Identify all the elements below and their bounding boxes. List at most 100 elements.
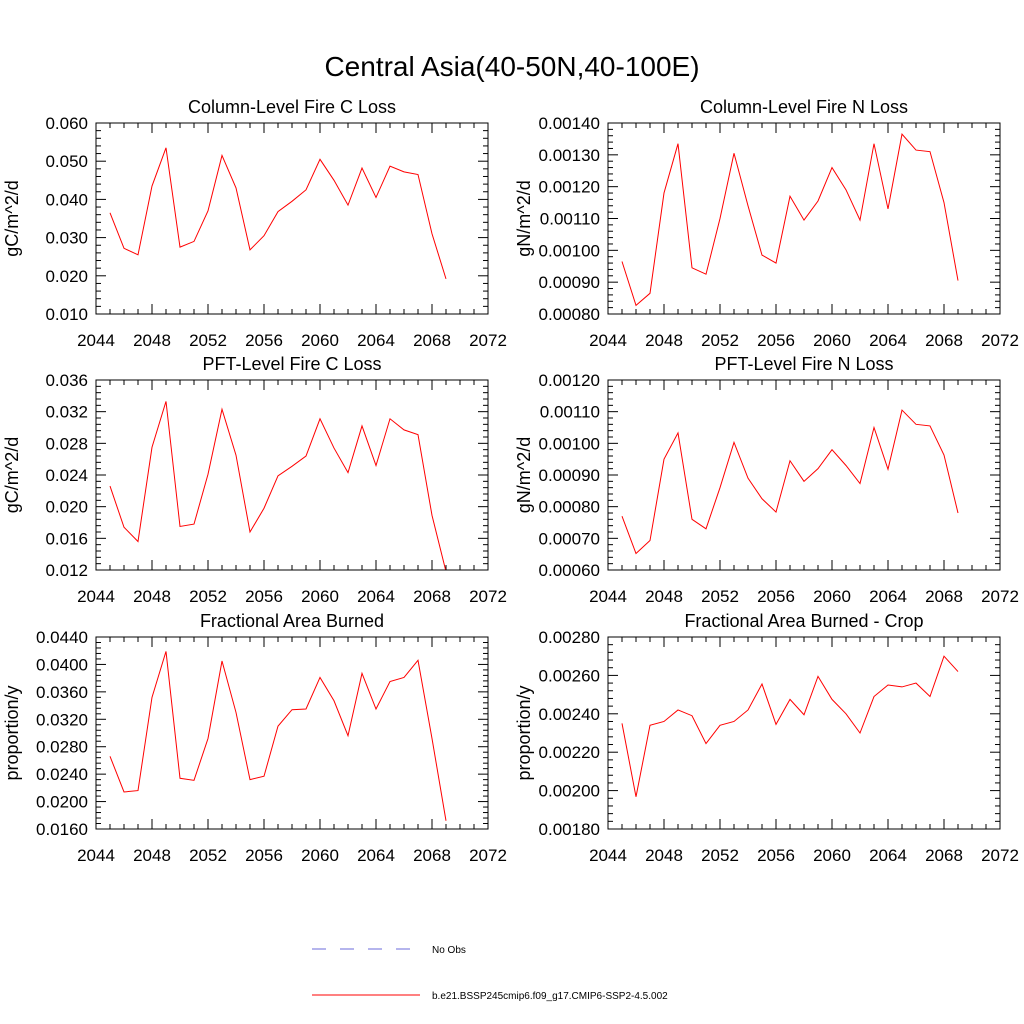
x-tick-label: 2052	[189, 587, 227, 606]
y-tick-label: 0.0400	[36, 655, 88, 674]
y-tick-label: 0.00260	[539, 666, 600, 685]
x-tick-label: 2072	[469, 587, 507, 606]
series-line	[109, 401, 447, 570]
y-axis-label: gN/m^2/d	[514, 180, 534, 256]
y-tick-label: 0.050	[45, 152, 88, 171]
panel-5: Fractional Area Burned proportion/y 2044 20…	[2, 611, 507, 865]
plot-frame	[607, 379, 1001, 571]
legend: No Obs b.e21.BSSP245cmip6.f09_g17.CMIP6-…	[312, 945, 668, 1002]
figure-title: Central Asia(40-50N,40-100E)	[324, 51, 699, 82]
y-tick-label: 0.060	[45, 114, 88, 133]
y-tick-label: 0.00280	[539, 628, 600, 647]
x-tick-label: 2052	[701, 846, 739, 865]
y-tick-label: 0.00090	[539, 273, 600, 292]
y-tick-label: 0.028	[45, 434, 88, 453]
panels: Column-Level Fire C Loss gC/m^2/d 2044 2048…	[2, 97, 1019, 865]
y-tick-label: 0.00220	[539, 743, 600, 762]
y-tick-label: 0.00100	[539, 241, 600, 260]
y-tick-label: 0.010	[45, 305, 88, 324]
panel-3: PFT-Level Fire C Loss gC/m^2/d 2044 2048 205…	[2, 354, 507, 606]
y-tick-label: 0.0320	[36, 710, 88, 729]
x-tick-label: 2072	[981, 587, 1019, 606]
y-tick-label: 0.0240	[36, 765, 88, 784]
series-line	[109, 651, 447, 821]
x-tick-label: 2056	[245, 331, 283, 350]
y-tick-label: 0.00110	[540, 210, 600, 229]
x-tick-label: 2052	[701, 331, 739, 350]
panel-title: Fractional Area Burned	[200, 611, 384, 631]
y-tick-label: 0.0160	[36, 820, 88, 839]
y-tick-label: 0.00090	[539, 466, 600, 485]
y-tick-label: 0.032	[45, 403, 88, 422]
x-tick-label: 2048	[133, 846, 171, 865]
x-tick-label: 2048	[645, 846, 683, 865]
y-tick-label: 0.00140	[539, 114, 600, 133]
plot-frame	[95, 122, 489, 315]
x-tick-label: 2056	[757, 846, 795, 865]
y-tick-label: 0.0440	[36, 628, 88, 647]
x-tick-label: 2044	[589, 331, 627, 350]
y-tick-label: 0.00080	[539, 498, 600, 517]
y-tick-label: 0.0360	[36, 683, 88, 702]
y-tick-label: 0.00080	[539, 305, 600, 324]
x-tick-label: 2044	[77, 587, 115, 606]
x-tick-label: 2060	[301, 587, 339, 606]
x-tick-label: 2068	[925, 331, 963, 350]
x-tick-label: 2068	[925, 846, 963, 865]
y-axis-label: proportion/y	[2, 685, 22, 780]
panel-title: Fractional Area Burned - Crop	[684, 611, 923, 631]
plot-frame	[95, 636, 489, 830]
series-line	[621, 133, 959, 307]
y-axis-label: gC/m^2/d	[2, 180, 22, 256]
x-tick-label: 2064	[869, 331, 907, 350]
legend-obs-label: No Obs	[432, 945, 466, 956]
y-tick-label: 0.016	[45, 529, 88, 548]
panel-title: Column-Level Fire C Loss	[188, 97, 396, 117]
x-tick-label: 2072	[981, 846, 1019, 865]
x-tick-label: 2060	[813, 331, 851, 350]
y-tick-label: 0.030	[45, 229, 88, 248]
legend-model-label: b.e21.BSSP245cmip6.f09_g17.CMIP6-SSP2-4.…	[432, 991, 668, 1002]
y-tick-label: 0.00200	[539, 782, 600, 801]
x-tick-label: 2056	[245, 587, 283, 606]
x-tick-label: 2044	[77, 846, 115, 865]
y-tick-label: 0.00070	[539, 529, 600, 548]
y-axis-label: proportion/y	[514, 685, 534, 780]
y-tick-label: 0.020	[45, 498, 88, 517]
panel-6: Fractional Area Burned - Crop proportion/…	[514, 611, 1019, 865]
x-tick-label: 2048	[645, 587, 683, 606]
y-tick-label: 0.024	[45, 466, 88, 485]
plot-frame	[607, 122, 1001, 315]
x-tick-label: 2052	[189, 846, 227, 865]
y-axis-label: gC/m^2/d	[2, 437, 22, 513]
x-tick-label: 2060	[813, 846, 851, 865]
x-tick-label: 2044	[589, 846, 627, 865]
x-tick-label: 2060	[301, 846, 339, 865]
x-tick-label: 2072	[469, 331, 507, 350]
series-line	[621, 655, 959, 797]
y-tick-label: 0.00110	[540, 403, 600, 422]
x-tick-label: 2064	[357, 331, 395, 350]
x-tick-label: 2064	[357, 846, 395, 865]
x-tick-label: 2068	[413, 846, 451, 865]
y-tick-label: 0.00130	[539, 146, 600, 165]
x-tick-label: 2072	[981, 331, 1019, 350]
x-tick-label: 2060	[813, 587, 851, 606]
x-tick-label: 2064	[869, 846, 907, 865]
y-tick-label: 0.012	[45, 561, 88, 580]
x-tick-label: 2048	[133, 587, 171, 606]
x-tick-label: 2068	[925, 587, 963, 606]
x-tick-label: 2068	[413, 587, 451, 606]
plot-frame	[607, 636, 1001, 830]
y-tick-label: 0.020	[45, 267, 88, 286]
x-tick-label: 2056	[245, 846, 283, 865]
x-tick-label: 2052	[189, 331, 227, 350]
panel-title: Column-Level Fire N Loss	[700, 97, 908, 117]
y-tick-label: 0.0200	[36, 793, 88, 812]
x-tick-label: 2056	[757, 587, 795, 606]
x-tick-label: 2056	[757, 331, 795, 350]
x-tick-label: 2044	[77, 331, 115, 350]
x-tick-label: 2048	[133, 331, 171, 350]
series-line	[621, 409, 959, 555]
